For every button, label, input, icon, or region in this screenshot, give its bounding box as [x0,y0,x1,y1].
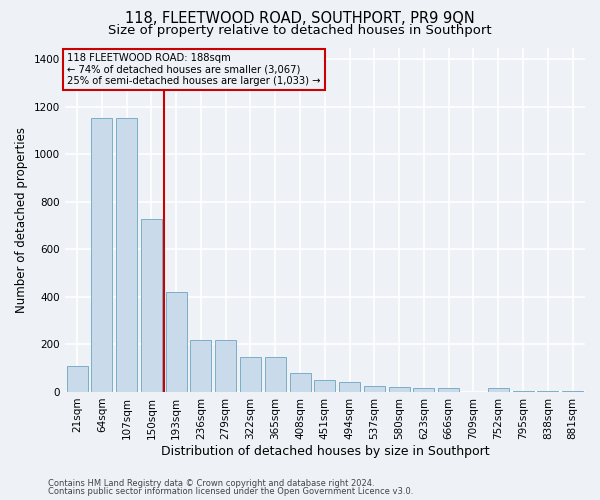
Bar [438,388,459,392]
Bar [290,374,311,392]
Text: Size of property relative to detached houses in Southport: Size of property relative to detached ho… [108,24,492,37]
X-axis label: Distribution of detached houses by size in Southport: Distribution of detached houses by size … [161,444,489,458]
Bar [190,340,211,392]
Bar [141,218,162,392]
Bar [215,340,236,392]
Text: 118 FLEETWOOD ROAD: 188sqm
← 74% of detached houses are smaller (3,067)
25% of s: 118 FLEETWOOD ROAD: 188sqm ← 74% of deta… [67,52,321,86]
Bar [538,391,559,392]
Bar [339,382,360,392]
Text: Contains public sector information licensed under the Open Government Licence v3: Contains public sector information licen… [48,487,413,496]
Bar [488,388,509,392]
Bar [413,388,434,392]
Bar [364,386,385,392]
Text: Contains HM Land Registry data © Crown copyright and database right 2024.: Contains HM Land Registry data © Crown c… [48,478,374,488]
Y-axis label: Number of detached properties: Number of detached properties [15,126,28,312]
Bar [116,118,137,392]
Bar [314,380,335,392]
Bar [240,357,261,392]
Bar [166,292,187,392]
Text: 118, FLEETWOOD ROAD, SOUTHPORT, PR9 9QN: 118, FLEETWOOD ROAD, SOUTHPORT, PR9 9QN [125,11,475,26]
Bar [67,366,88,392]
Bar [512,391,533,392]
Bar [265,357,286,392]
Bar [389,387,410,392]
Bar [91,118,112,392]
